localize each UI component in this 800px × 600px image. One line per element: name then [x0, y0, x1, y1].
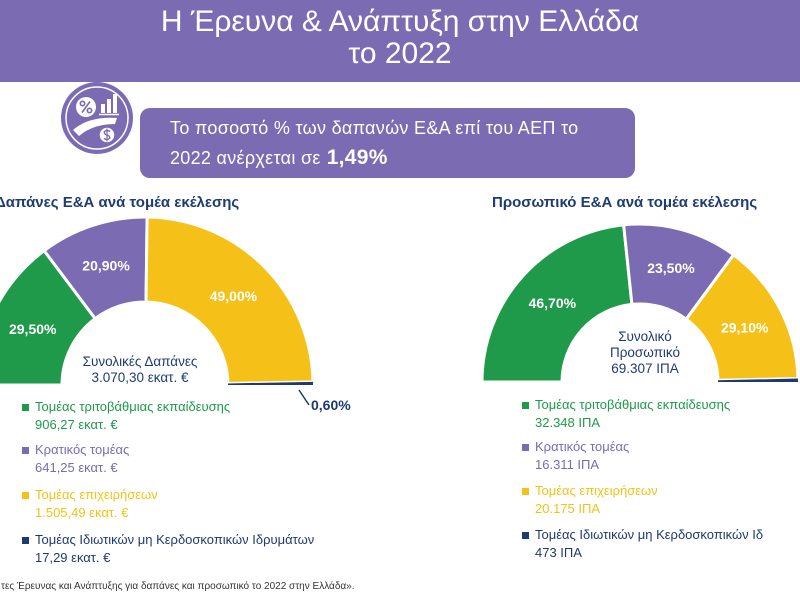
header-banner: Η Έρευνα & Ανάπτυξη στην Ελλάδα το 2022 [0, 0, 800, 82]
page-title: Η Έρευνα & Ανάπτυξη στην Ελλάδα [160, 5, 640, 38]
rd-gdp-share-value: 1,49% [326, 146, 388, 169]
personnel-percent-label-government: 23,50% [647, 260, 695, 276]
expenditure-slice-private-nonprofit [227, 381, 313, 385]
expenditure-total-caption: Συνολικές Δαπάνες [82, 354, 198, 369]
legend-swatch [22, 404, 29, 411]
legend-label: Κρατικός τομέας [35, 442, 130, 457]
legend-label: Τομέας επιχειρήσεων [35, 487, 158, 502]
expenditure-half-donut-chart: 29,50% 20,90% 49,00% 0,60% [0, 215, 351, 413]
legend-swatch [522, 444, 529, 451]
personnel-legend-business: Τομέας επιχειρήσεων 20.175 ΙΠΑ [522, 483, 798, 519]
personnel-total-caption-1: Συνολικό [618, 329, 672, 344]
expenditure-label-leader-private-nonprofit [298, 389, 310, 406]
personnel-half-donut-chart: 46,70% 23,50% 29,10% [480, 222, 800, 384]
legend-label: Τομέας επιχειρήσεων [535, 483, 658, 498]
legend-amount: 32.348 ΙΠΑ [535, 415, 601, 430]
callout-line-1: Το ποσοστό % των δαπανών Ε&Α επί του ΑΕΠ… [170, 118, 579, 138]
legend-amount: 20.175 ΙΠΑ [535, 501, 601, 516]
legend-label: Κρατικός τομέας [535, 439, 630, 454]
expenditure-percent-label-higher-education: 29,50% [9, 321, 57, 337]
expenditure-legend-business: Τομέας επιχειρήσεων 1.505,49 εκατ. € [22, 487, 352, 523]
expenditure-slice-business [144, 215, 315, 385]
legend-swatch [522, 488, 529, 495]
page-subtitle-year: το 2022 [348, 37, 452, 70]
legend-swatch [522, 532, 529, 539]
expenditure-total-value: 3.070,30 εκατ. € [91, 370, 189, 385]
expenditure-percent-label-business: 49,00% [210, 288, 258, 304]
expenditure-chart-title: Δαπάνες Ε&Α ανά τομέα εκέλεσης [0, 194, 240, 211]
callout-line-2-text: 2022 ανέρχεται σε [170, 148, 321, 168]
legend-amount: 1.505,49 εκατ. € [35, 505, 129, 520]
legend-swatch [522, 402, 529, 409]
legend-amount: 16.311 ΙΠΑ [535, 457, 600, 472]
expenditure-legend-government: Κρατικός τομέας 641,25 εκατ. € [22, 442, 352, 478]
personnel-total-caption-2: Προσωπικό [609, 345, 681, 360]
legend-label: Τομέας Ιδιωτικών μη Κερδοσκοπικών Ιδρυμά… [35, 532, 315, 547]
expenditure-percent-label-private-nonprofit: 0,60% [311, 397, 351, 413]
personnel-legend-higher-education: Τομέας τριτοβάθμιας εκπαίδευσης 32.348 Ι… [522, 397, 798, 433]
expenditure-legend-private-nonprofit: Τομέας Ιδιωτικών μη Κερδοσκοπικών Ιδρυμά… [22, 532, 352, 568]
legend-swatch [22, 447, 29, 454]
legend-label: Τομέας Ιδιωτικών μη Κερδοσκοπικών Ιδ [535, 527, 764, 542]
expenditure-legend-higher-education: Τομέας τριτοβάθμιας εκπαίδευσης 906,27 ε… [22, 399, 352, 435]
legend-amount: 906,27 εκατ. € [35, 417, 118, 432]
source-footnote: τες Έρευνας και Ανάπτυξης για δαπάνες κα… [1, 581, 355, 592]
expenditure-percent-label-government: 20,90% [82, 258, 130, 274]
personnel-legend-government: Κρατικός τομέας 16.311 ΙΠΑ [522, 439, 798, 475]
legend-amount: 473 ΙΠΑ [535, 545, 582, 560]
legend-label: Τομέας τριτοβάθμιας εκπαίδευσης [535, 397, 731, 412]
legend-swatch [22, 537, 29, 544]
personnel-legend-private-nonprofit: Τομέας Ιδιωτικών μη Κερδοσκοπικών Ιδ 473… [522, 527, 798, 563]
callout-line-2: 2022 ανέρχεται σε 1,49% [170, 144, 388, 172]
personnel-total-value: 69.307 ΙΠΑ [611, 361, 679, 376]
personnel-slice-business [684, 253, 800, 382]
expenditure-total-label: Συνολικές Δαπάνες 3.070,30 εκατ. € [60, 354, 220, 386]
personnel-chart-title: Προσωπικό Ε&Α ανά τομέα εκέλεσης [492, 194, 758, 211]
legend-amount: 641,25 εκατ. € [35, 460, 118, 475]
percent-chart-coin-icon [61, 82, 133, 154]
personnel-percent-label-business: 29,10% [721, 320, 769, 336]
legend-label: Τομέας τριτοβάθμιας εκπαίδευσης [35, 399, 231, 414]
legend-amount: 17,29 εκατ. € [35, 550, 111, 565]
personnel-slice-higher-education [480, 223, 634, 384]
gdp-share-callout: Το ποσοστό % των δαπανών Ε&Α επί του ΑΕΠ… [140, 108, 635, 178]
personnel-slice-private-nonprofit [717, 378, 798, 382]
legend-swatch [22, 492, 29, 499]
personnel-total-label: Συνολικό Προσωπικό 69.307 ΙΠΑ [582, 329, 708, 377]
personnel-percent-label-higher-education: 46,70% [529, 295, 577, 311]
